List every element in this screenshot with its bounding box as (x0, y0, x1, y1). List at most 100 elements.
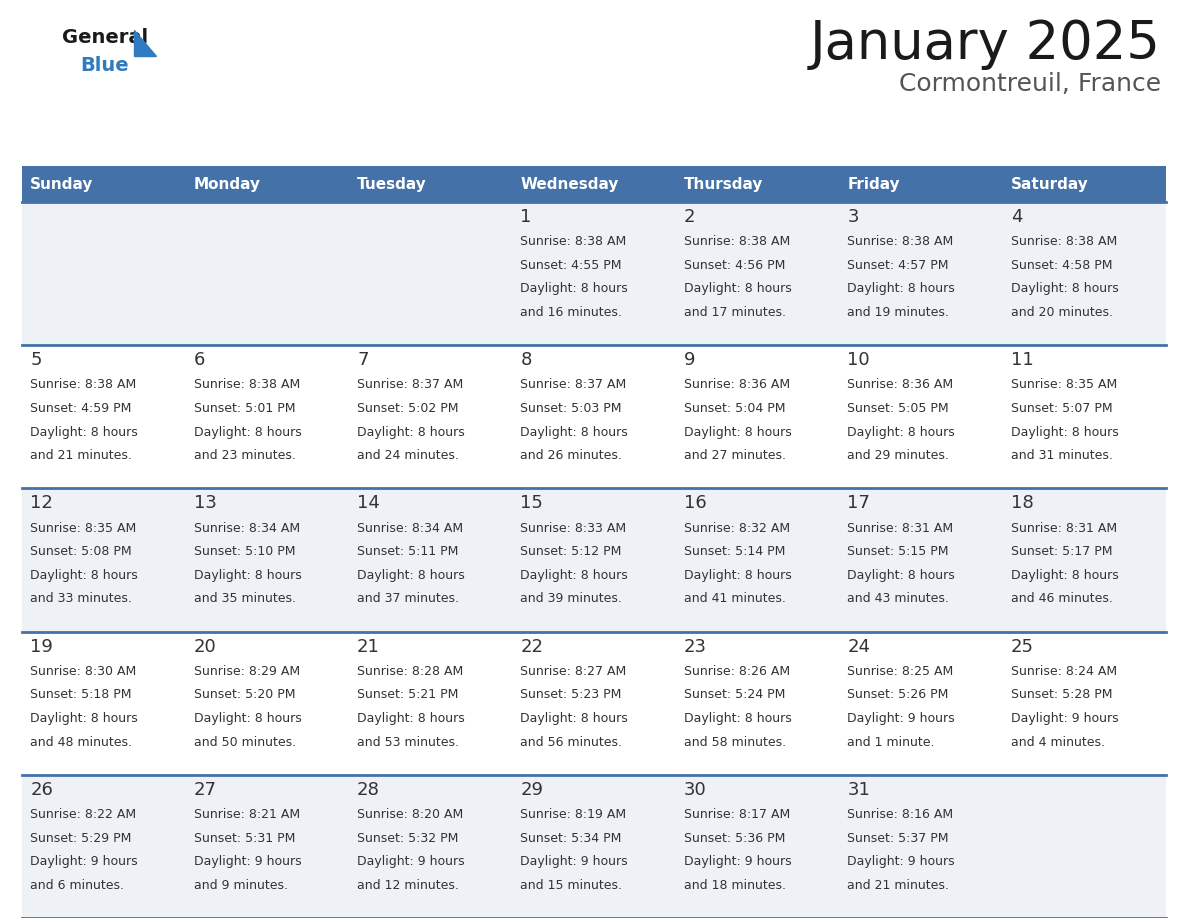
Text: Sunset: 5:18 PM: Sunset: 5:18 PM (30, 688, 132, 701)
Text: Sunrise: 8:26 AM: Sunrise: 8:26 AM (684, 665, 790, 677)
Text: Daylight: 8 hours: Daylight: 8 hours (194, 712, 302, 725)
Bar (512, 166, 676, 202)
Text: Sunset: 5:17 PM: Sunset: 5:17 PM (1011, 545, 1112, 558)
Text: and 6 minutes.: and 6 minutes. (30, 879, 125, 892)
Text: and 35 minutes.: and 35 minutes. (194, 592, 296, 606)
Text: Sunset: 5:32 PM: Sunset: 5:32 PM (358, 832, 459, 845)
Text: Daylight: 8 hours: Daylight: 8 hours (1011, 569, 1118, 582)
Text: Sunrise: 8:20 AM: Sunrise: 8:20 AM (358, 808, 463, 821)
Bar (839, 166, 1003, 202)
Text: Daylight: 8 hours: Daylight: 8 hours (358, 426, 465, 439)
Bar (512, 345, 676, 488)
Bar (349, 632, 512, 775)
Bar (1003, 345, 1165, 488)
Bar (23, 202, 185, 345)
Text: Sunrise: 8:38 AM: Sunrise: 8:38 AM (520, 235, 627, 248)
Text: 11: 11 (1011, 352, 1034, 369)
Text: and 16 minutes.: and 16 minutes. (520, 306, 623, 319)
Text: 2: 2 (684, 208, 695, 226)
Text: and 33 minutes.: and 33 minutes. (30, 592, 132, 606)
Text: 9: 9 (684, 352, 695, 369)
Text: Saturday: Saturday (1011, 176, 1088, 192)
Text: Daylight: 9 hours: Daylight: 9 hours (847, 712, 955, 725)
Text: and 9 minutes.: and 9 minutes. (194, 879, 287, 892)
Text: Sunrise: 8:38 AM: Sunrise: 8:38 AM (30, 378, 137, 391)
Text: Daylight: 8 hours: Daylight: 8 hours (847, 569, 955, 582)
Text: Daylight: 8 hours: Daylight: 8 hours (520, 283, 628, 296)
Text: and 21 minutes.: and 21 minutes. (847, 879, 949, 892)
Text: Sunrise: 8:16 AM: Sunrise: 8:16 AM (847, 808, 954, 821)
Text: Daylight: 9 hours: Daylight: 9 hours (194, 856, 302, 868)
Text: 18: 18 (1011, 495, 1034, 512)
Text: Cormontreuil, France: Cormontreuil, France (899, 72, 1161, 96)
Bar (839, 202, 1003, 345)
Bar (1003, 166, 1165, 202)
Bar (512, 202, 676, 345)
Text: and 31 minutes.: and 31 minutes. (1011, 449, 1113, 463)
Text: and 29 minutes.: and 29 minutes. (847, 449, 949, 463)
Text: Sunset: 5:36 PM: Sunset: 5:36 PM (684, 832, 785, 845)
Bar (839, 632, 1003, 775)
Text: and 41 minutes.: and 41 minutes. (684, 592, 785, 606)
Text: Sunset: 4:56 PM: Sunset: 4:56 PM (684, 259, 785, 272)
Text: Daylight: 8 hours: Daylight: 8 hours (30, 712, 138, 725)
Text: Sunset: 5:03 PM: Sunset: 5:03 PM (520, 402, 623, 415)
Text: Daylight: 8 hours: Daylight: 8 hours (30, 426, 138, 439)
Text: Sunrise: 8:34 AM: Sunrise: 8:34 AM (358, 521, 463, 534)
Text: Sunset: 5:31 PM: Sunset: 5:31 PM (194, 832, 295, 845)
Text: Daylight: 9 hours: Daylight: 9 hours (684, 856, 791, 868)
Text: Sunrise: 8:19 AM: Sunrise: 8:19 AM (520, 808, 626, 821)
Bar (1003, 202, 1165, 345)
Text: and 27 minutes.: and 27 minutes. (684, 449, 786, 463)
Text: Sunrise: 8:31 AM: Sunrise: 8:31 AM (1011, 521, 1117, 534)
Text: and 17 minutes.: and 17 minutes. (684, 306, 786, 319)
Text: and 53 minutes.: and 53 minutes. (358, 735, 459, 749)
Bar (23, 632, 185, 775)
Text: Sunrise: 8:27 AM: Sunrise: 8:27 AM (520, 665, 627, 677)
Bar (349, 202, 512, 345)
Text: Sunrise: 8:30 AM: Sunrise: 8:30 AM (30, 665, 137, 677)
Bar (185, 632, 349, 775)
Text: 20: 20 (194, 638, 216, 655)
Text: Daylight: 9 hours: Daylight: 9 hours (1011, 712, 1118, 725)
Text: 15: 15 (520, 495, 543, 512)
Bar (512, 775, 676, 918)
Text: Sunrise: 8:24 AM: Sunrise: 8:24 AM (1011, 665, 1117, 677)
Text: Wednesday: Wednesday (520, 176, 619, 192)
Text: 26: 26 (30, 781, 53, 799)
Bar (676, 166, 839, 202)
Text: Sunset: 5:29 PM: Sunset: 5:29 PM (30, 832, 132, 845)
Text: 31: 31 (847, 781, 870, 799)
Bar (1003, 775, 1165, 918)
Text: 1: 1 (520, 208, 532, 226)
Text: January 2025: January 2025 (810, 18, 1161, 70)
Text: 19: 19 (30, 638, 53, 655)
Bar (23, 345, 185, 488)
Text: 13: 13 (194, 495, 216, 512)
Text: Sunrise: 8:29 AM: Sunrise: 8:29 AM (194, 665, 299, 677)
Text: 5: 5 (30, 352, 42, 369)
Text: Sunrise: 8:35 AM: Sunrise: 8:35 AM (1011, 378, 1117, 391)
Text: Sunset: 4:58 PM: Sunset: 4:58 PM (1011, 259, 1112, 272)
Text: 17: 17 (847, 495, 870, 512)
Text: Daylight: 8 hours: Daylight: 8 hours (358, 569, 465, 582)
Text: Sunrise: 8:38 AM: Sunrise: 8:38 AM (847, 235, 954, 248)
Text: Daylight: 8 hours: Daylight: 8 hours (194, 426, 302, 439)
Text: 8: 8 (520, 352, 532, 369)
Text: 29: 29 (520, 781, 543, 799)
Text: Daylight: 8 hours: Daylight: 8 hours (684, 569, 791, 582)
Bar (185, 166, 349, 202)
Text: Sunset: 5:20 PM: Sunset: 5:20 PM (194, 688, 295, 701)
Bar (512, 488, 676, 632)
Bar (23, 488, 185, 632)
Text: Sunrise: 8:37 AM: Sunrise: 8:37 AM (520, 378, 627, 391)
Text: Sunset: 5:07 PM: Sunset: 5:07 PM (1011, 402, 1112, 415)
Text: and 48 minutes.: and 48 minutes. (30, 735, 132, 749)
Bar (676, 775, 839, 918)
Text: Sunrise: 8:31 AM: Sunrise: 8:31 AM (847, 521, 954, 534)
Bar (839, 775, 1003, 918)
Text: Sunrise: 8:38 AM: Sunrise: 8:38 AM (684, 235, 790, 248)
Bar (349, 166, 512, 202)
Text: Sunrise: 8:38 AM: Sunrise: 8:38 AM (194, 378, 299, 391)
Text: Sunset: 4:59 PM: Sunset: 4:59 PM (30, 402, 132, 415)
